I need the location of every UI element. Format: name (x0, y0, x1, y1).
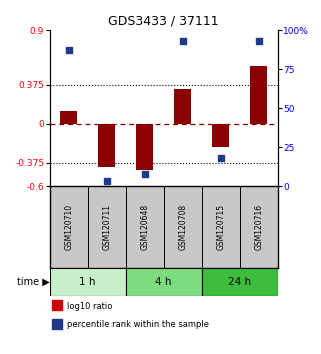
Point (180, 38, 185, 44)
Text: time ▶: time ▶ (17, 277, 50, 287)
Text: GSM120648: GSM120648 (140, 204, 149, 250)
Bar (50, 268, 126, 296)
Bar (60, 111, 77, 124)
Text: 4 h: 4 h (155, 277, 172, 287)
Bar (250, 67, 267, 124)
Bar (136, 124, 153, 171)
Bar (174, 89, 191, 124)
Bar (212, 124, 229, 147)
Point (142, 171, 147, 176)
Text: GSM120716: GSM120716 (254, 204, 263, 250)
Text: GSM120715: GSM120715 (216, 204, 225, 250)
Bar (52, 300, 62, 310)
Text: 1 h: 1 h (80, 277, 96, 287)
Point (256, 38, 261, 44)
Text: 24 h: 24 h (228, 277, 251, 287)
Bar (126, 268, 202, 296)
Text: GSM120710: GSM120710 (64, 204, 73, 250)
Point (104, 178, 109, 184)
Text: GSM120708: GSM120708 (178, 204, 187, 250)
Point (218, 155, 223, 161)
Point (66, 47, 71, 53)
Text: percentile rank within the sample: percentile rank within the sample (67, 320, 209, 329)
Bar (202, 268, 278, 296)
Title: GDS3433 / 37111: GDS3433 / 37111 (108, 15, 219, 28)
Text: log10 ratio: log10 ratio (67, 302, 112, 310)
Bar (52, 319, 62, 329)
Text: GSM120711: GSM120711 (102, 204, 111, 250)
Bar (98, 124, 115, 167)
